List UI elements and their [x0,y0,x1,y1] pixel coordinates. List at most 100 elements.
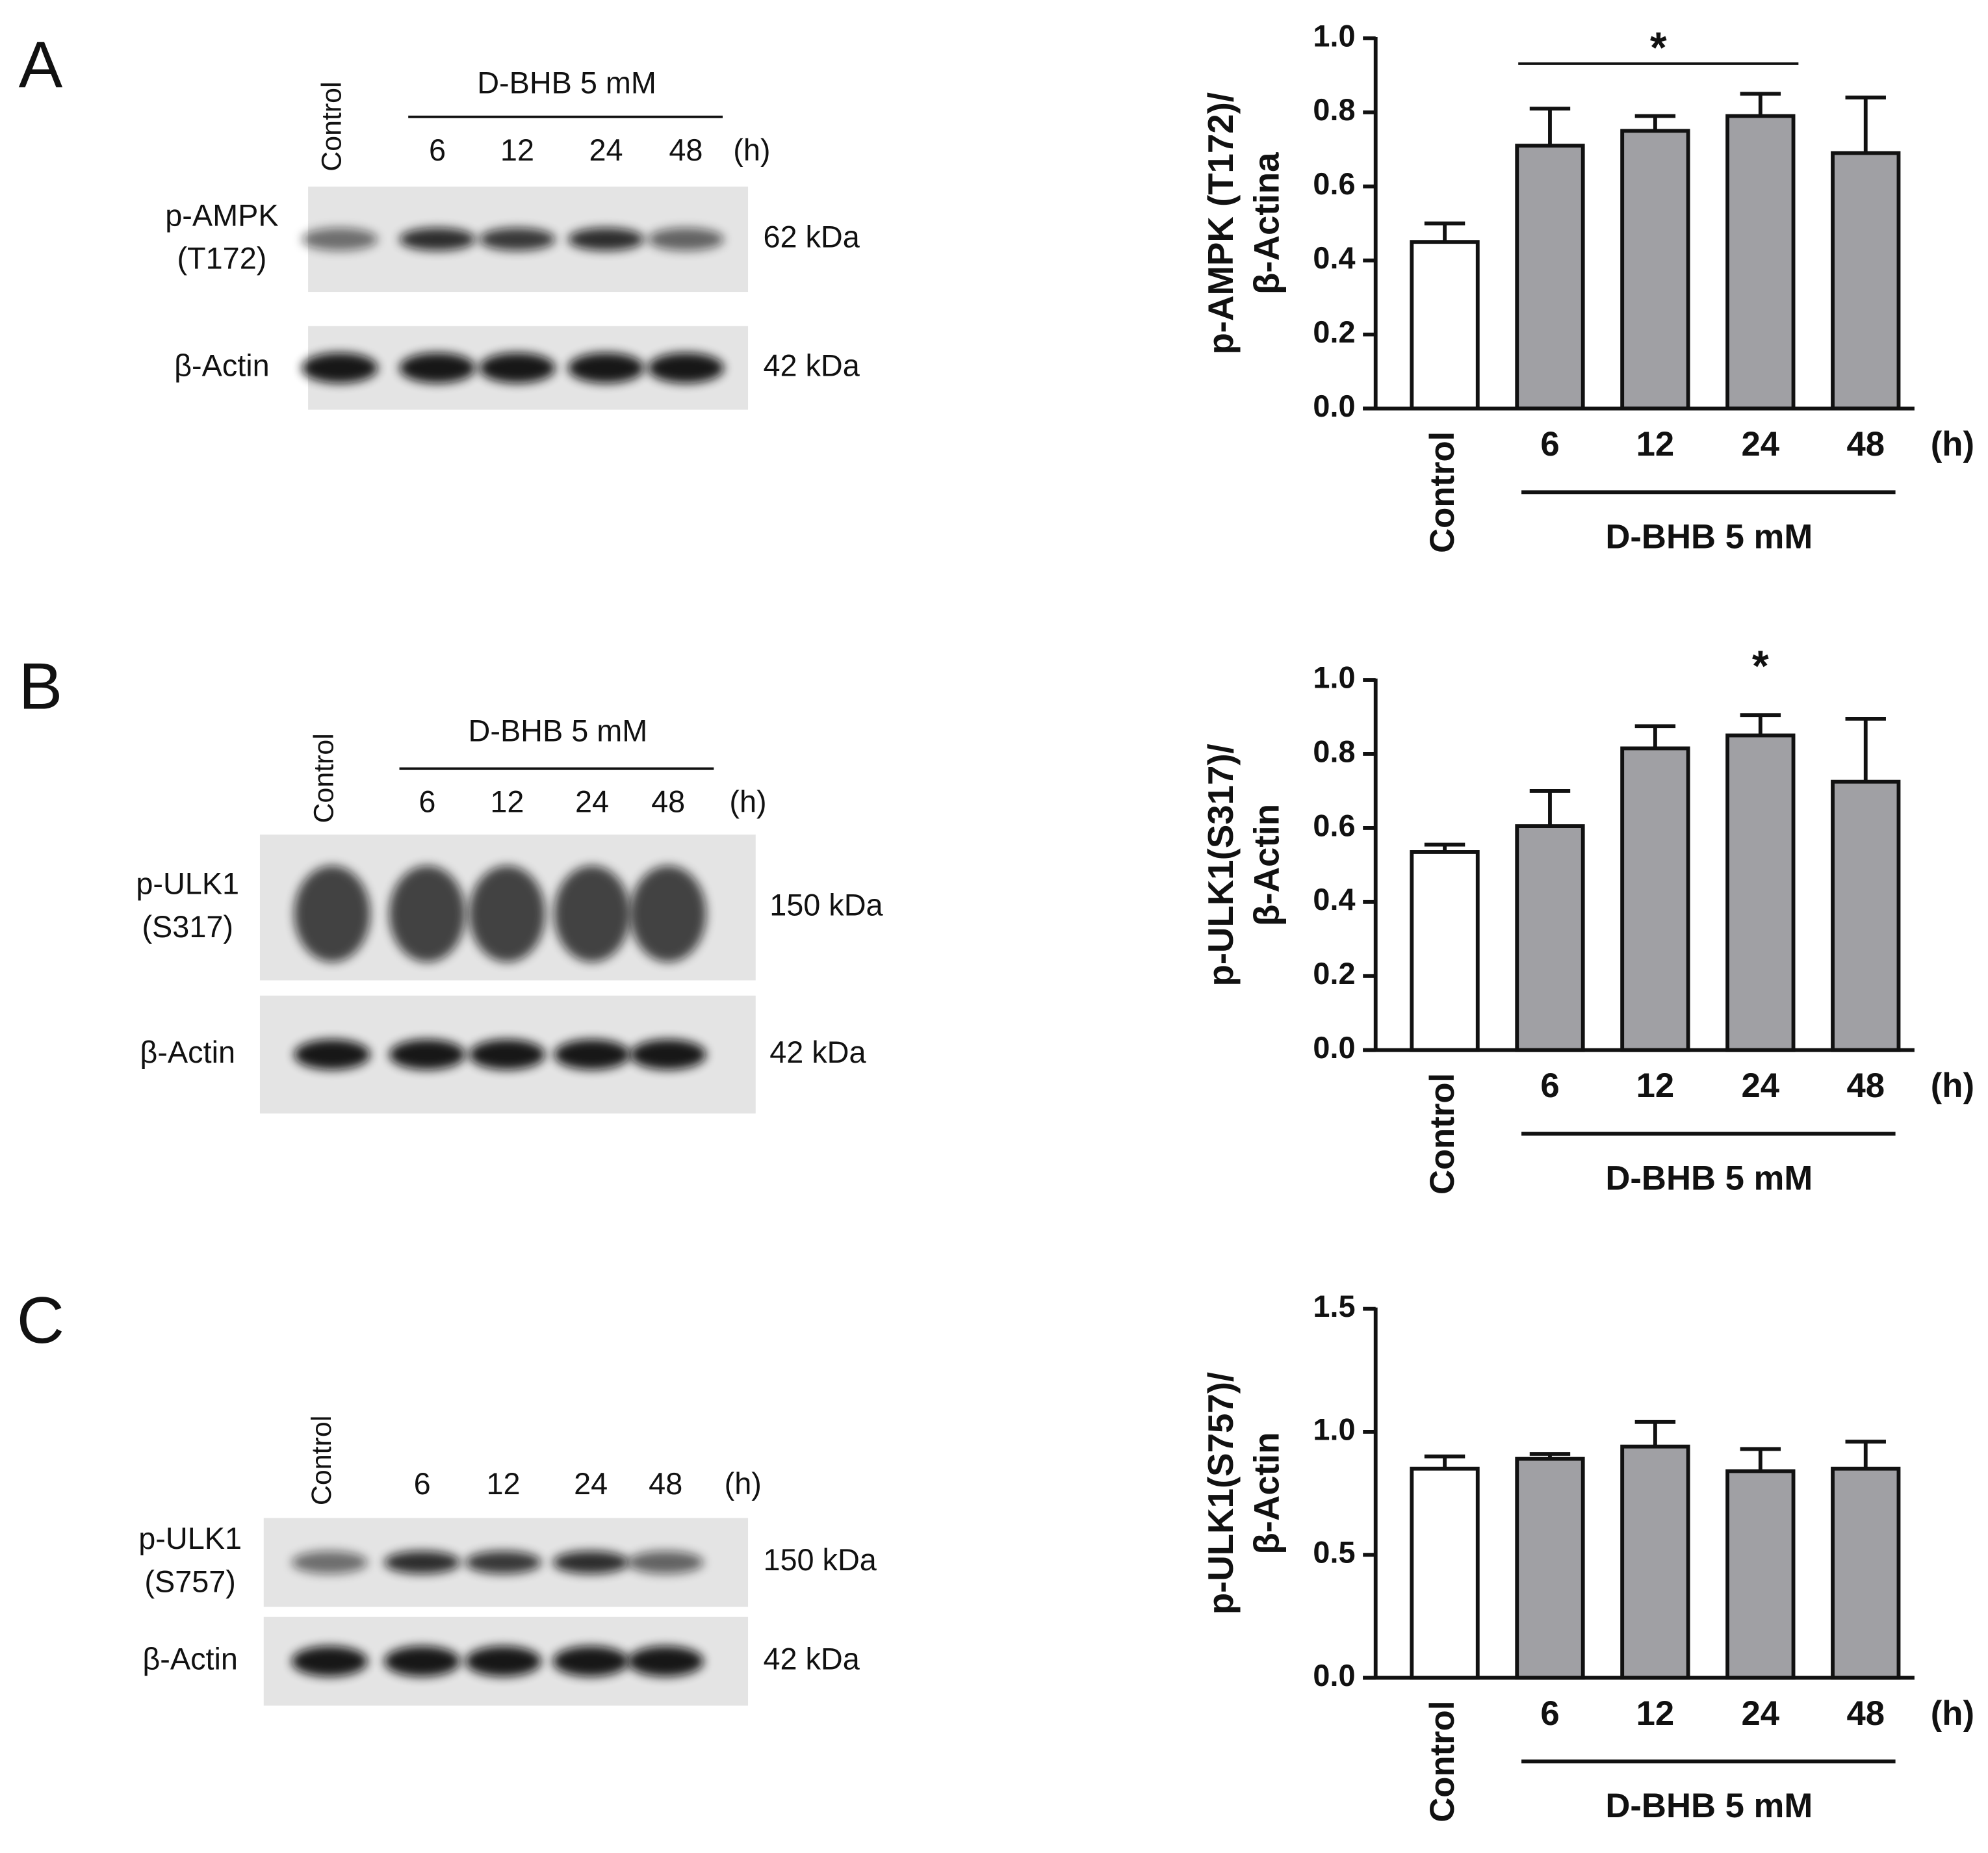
lane-label: 6 [429,133,446,167]
blot-band [479,352,556,383]
size-label: 62 kDa [763,220,860,253]
panel-letter: C [17,1284,64,1357]
y-tick-label: 0.8 [1313,93,1355,127]
x-unit: (h) [1931,425,1974,463]
treatment-label: D-BHB 5 mM [469,714,648,747]
blot-band [302,227,378,251]
bar [1410,1466,1480,1680]
y-axis-label: p-ULK1(S757)/ [1201,1372,1241,1614]
blot-band [384,1646,461,1677]
lane-label: Control [316,81,347,171]
blot-band [568,352,645,383]
bar [1831,151,1901,411]
size-label: 150 kDa [763,1543,877,1577]
significance-mark: * [1752,642,1769,690]
row-label: (S317) [142,910,233,944]
y-tick-label: 0.6 [1313,809,1355,842]
y-tick-label: 0.4 [1313,241,1355,275]
lane-label: 6 [414,1467,431,1501]
y-tick-label: 0.4 [1313,883,1355,916]
blot-band [291,1646,368,1677]
y-tick-label: 0.6 [1313,167,1355,201]
blot-band [294,865,370,963]
y-tick-label: 0.0 [1313,389,1355,423]
size-label: 42 kDa [763,1642,860,1676]
bar [1410,850,1480,1052]
y-tick-label: 1.0 [1313,1412,1355,1446]
row-label: p-ULK1 [138,1522,242,1555]
blot-band [647,352,724,383]
bar [1831,1466,1901,1680]
group-label: D-BHB 5 mM [1605,517,1813,556]
group-label: D-BHB 5 mM [1605,1787,1813,1825]
blot-band [568,227,645,251]
significance-mark: * [1650,24,1667,72]
blot-band [627,1551,704,1574]
blot-band [647,227,724,251]
panel-letter: A [19,28,63,101]
bar [1515,1457,1585,1680]
bar [1831,779,1901,1052]
x-tick-label: 48 [1846,1067,1885,1105]
bar [1620,746,1690,1052]
row-label: (T172) [177,242,266,276]
blot-band [552,1551,629,1574]
y-tick-label: 1.0 [1313,660,1355,694]
blot-band [399,227,476,251]
bar [1620,129,1690,411]
x-tick-label: 12 [1636,425,1675,463]
y-tick-label: 0.8 [1313,734,1355,768]
size-label: 42 kDa [763,349,860,383]
row-label: p-AMPK [165,198,278,232]
lane-label: Control [309,733,340,823]
lane-label: 6 [419,785,435,819]
bar [1515,144,1585,411]
group-label: D-BHB 5 mM [1605,1160,1813,1198]
x-tick-label: Control [1423,432,1462,553]
blot-band [399,352,476,383]
y-tick-label: 1.0 [1313,19,1355,53]
row-label: β-Actin [140,1035,235,1069]
x-unit: (h) [1931,1067,1974,1105]
blot-band [630,865,706,963]
panel-letter: B [19,649,63,723]
blot-band [389,865,465,963]
bar [1620,1444,1690,1680]
lane-label: 24 [575,785,609,819]
y-axis-label: β-Actina [1246,152,1286,294]
blot-band [479,227,556,251]
x-tick-label: Control [1423,1701,1462,1822]
lane-label: 24 [574,1467,608,1501]
bar [1515,824,1585,1052]
y-axis-label: p-AMPK (T172)/ [1201,92,1241,355]
y-axis-label: β-Actin [1246,1432,1286,1555]
blot-band [384,1551,461,1574]
x-tick-label: 6 [1540,425,1559,463]
y-tick-label: 0.0 [1313,1031,1355,1065]
x-tick-label: 6 [1540,1067,1559,1105]
blot-band [291,1551,368,1574]
x-tick-label: 12 [1636,1694,1675,1733]
treatment-label: D-BHB 5 mM [477,66,656,99]
y-tick-label: 1.5 [1313,1289,1355,1323]
blot-band [465,1646,542,1677]
lane-label: 48 [651,785,685,819]
unit-label: (h) [733,133,770,167]
blot-band [294,1039,370,1070]
x-tick-label: Control [1423,1073,1462,1195]
lane-label: 48 [669,133,703,167]
y-tick-label: 0.2 [1313,315,1355,349]
x-unit: (h) [1931,1694,1974,1733]
row-label: β-Actin [174,349,270,383]
x-tick-label: 24 [1742,1067,1780,1105]
blot-band [554,865,630,963]
blot-band [389,1039,465,1070]
lane-label: 12 [486,1467,520,1501]
bar [1410,240,1480,411]
row-label: β-Actin [142,1642,238,1676]
bar [1725,733,1796,1052]
lane-label: Control [306,1416,337,1505]
lane-label: 48 [649,1467,682,1501]
